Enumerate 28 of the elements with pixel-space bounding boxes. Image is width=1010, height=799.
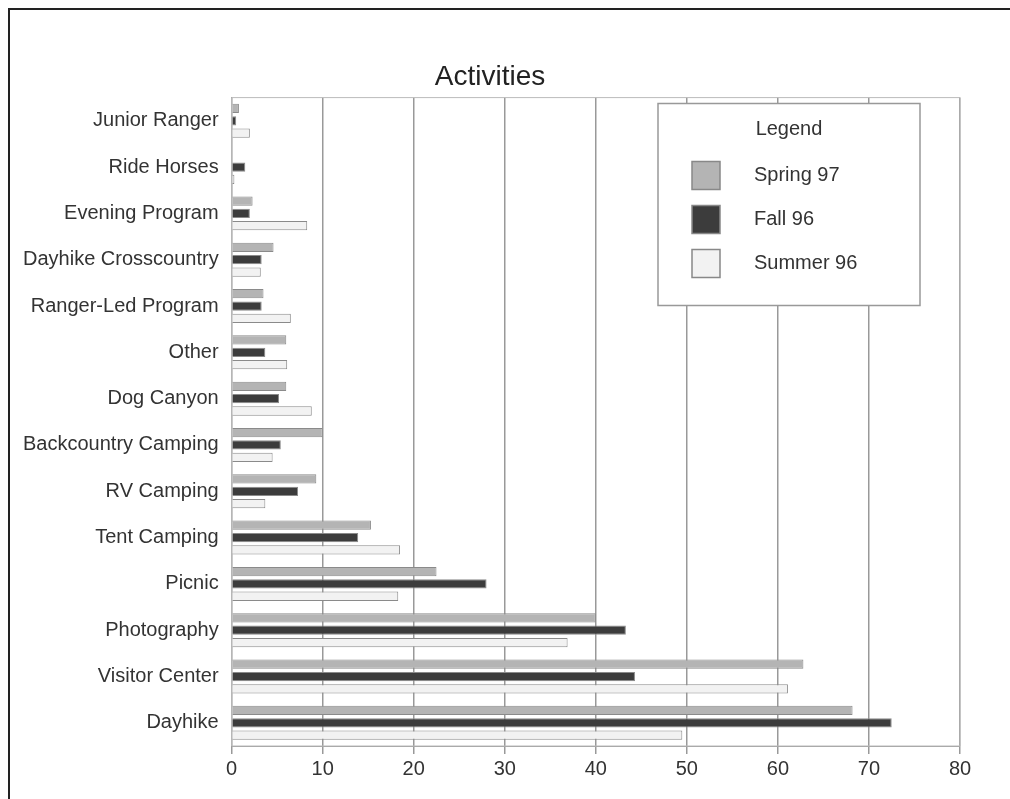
x-tick-label: 10 [311,756,334,779]
y-tick-label: Tent Camping [95,525,219,548]
x-tick-label: 80 [948,756,972,779]
x-tick-label: 0 [226,756,238,779]
x-tick-label: 70 [857,756,881,779]
y-tick-label: Dog Canyon [107,386,219,409]
y-tick-label: Other [168,339,219,362]
legend-label: Spring 97 [754,163,840,186]
x-tick-label: 30 [493,756,516,779]
legend-title: Legend [755,117,823,140]
y-tick-label: Visitor Center [97,664,219,687]
y-tick-label: Picnic [165,571,219,594]
y-tick-label: Ride Horses [108,154,219,177]
y-tick-label: Ranger-Led Program [30,293,219,316]
legend-label: Summer 96 [754,251,858,274]
x-tick-label: 40 [584,756,607,779]
y-tick-label: RV Camping [105,478,219,501]
x-tick-label: 50 [675,756,698,779]
x-tick-label: 60 [766,756,790,779]
legend-label: Fall 96 [754,207,815,230]
y-tick-label: Backcountry Camping [22,432,219,455]
x-tick-label: 20 [402,756,425,779]
y-tick-label: Junior Ranger [93,108,219,131]
y-tick-label: Evening Program [64,200,219,223]
y-tick-label: Dayhike [146,710,219,733]
y-tick-label: Dayhike Crosscountry [23,247,219,270]
y-tick-label: Photography [105,617,219,640]
chart-title: Activities [434,59,546,91]
